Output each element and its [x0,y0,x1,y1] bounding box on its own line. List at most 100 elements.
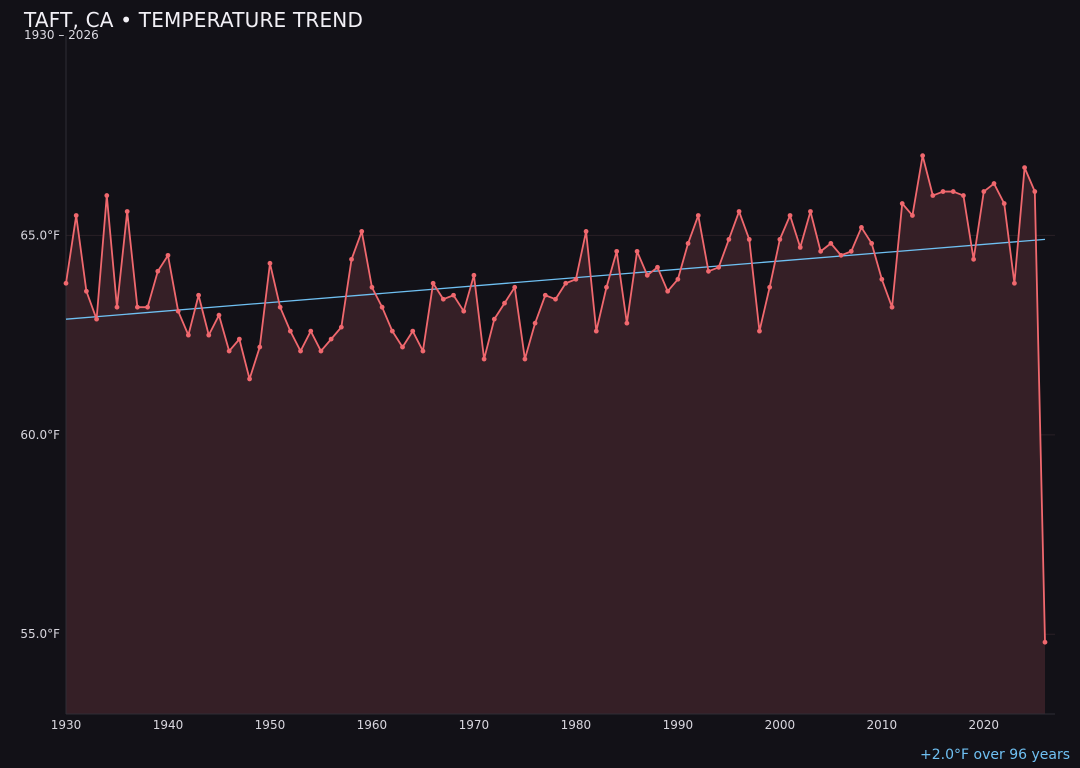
data-point-2002 [797,244,803,250]
data-point-1933 [94,316,99,322]
data-point-2016 [940,189,946,194]
data-point-1951 [277,304,283,310]
data-point-1957 [338,324,344,330]
data-point-1997 [746,237,752,242]
data-point-2003 [808,209,813,214]
data-point-1993 [706,268,711,274]
data-point-2017 [950,189,956,194]
data-point-1998 [757,328,762,334]
data-point-1958 [349,256,354,262]
data-point-1989 [665,288,671,294]
data-point-1945 [216,312,222,318]
x-tick-label-2010: 2010 [867,718,898,732]
data-point-1960 [369,284,375,290]
data-point-1985 [624,320,630,326]
data-point-1996 [736,209,742,214]
data-point-2010 [879,276,885,282]
chart-title: TAFT, CA • TEMPERATURE TREND [24,8,364,32]
data-point-1936 [124,209,130,214]
data-point-1988 [655,264,660,270]
data-point-1950 [267,260,273,266]
trend-line [65,238,1046,320]
data-point-2026 [1042,639,1048,645]
data-point-1935 [114,304,120,310]
data-point-1995 [726,237,732,242]
temperature-area-fill [66,155,1045,714]
data-point-1941 [175,308,181,314]
data-point-2008 [859,225,864,230]
data-point-1939 [155,268,161,274]
data-point-2022 [1001,201,1007,206]
data-point-1994 [716,264,722,270]
data-point-1954 [308,328,314,334]
data-point-2013 [910,213,915,218]
trend-annotation: +2.0°F over 96 years [920,747,1070,763]
data-point-1990 [675,276,681,282]
x-tick-label-1970: 1970 [459,718,490,732]
data-point-2015 [930,193,936,198]
data-point-1971 [481,356,487,362]
data-point-2004 [818,248,824,254]
data-point-1980 [573,276,579,282]
data-point-2012 [899,201,905,206]
data-point-1931 [73,213,79,218]
data-point-1946 [226,348,232,354]
y-tick-label-55: 55.0°F [20,627,60,641]
data-point-1932 [84,288,89,294]
data-point-2025 [1032,189,1038,194]
data-point-1978 [553,296,558,302]
data-point-1952 [287,328,293,334]
data-point-2005 [828,240,834,246]
data-point-1955 [318,348,324,354]
data-point-2021 [991,181,997,186]
x-tick-label-1950: 1950 [255,718,286,732]
data-point-1967 [440,296,446,302]
data-point-1956 [328,336,334,342]
data-point-1930 [63,280,69,286]
data-point-2014 [920,153,926,159]
y-tick-label-65: 65.0°F [20,228,60,242]
data-point-1973 [502,300,507,306]
data-point-1949 [257,344,263,350]
data-point-2000 [777,237,783,242]
data-point-1970 [471,272,477,278]
data-point-1976 [532,320,538,326]
data-point-1982 [593,328,599,334]
data-point-2020 [981,189,987,194]
x-tick-label-1930: 1930 [51,718,82,732]
data-point-1947 [236,336,242,342]
data-point-1983 [604,284,609,290]
data-point-1948 [247,376,252,382]
data-point-1987 [644,272,650,278]
data-point-2019 [971,256,977,262]
data-point-2023 [1012,280,1017,286]
data-point-1992 [695,213,701,218]
data-point-1975 [522,356,528,362]
y-axis-tick-labels: 55.0°F 60.0°F 65.0°F [20,228,60,641]
data-point-2006 [838,252,844,258]
data-point-1984 [614,248,620,254]
data-point-1991 [685,240,691,246]
data-point-1943 [196,292,201,298]
data-point-1977 [542,292,548,298]
data-point-1944 [206,332,212,338]
data-point-2009 [869,240,875,246]
x-axis-tick-labels: 1930 1940 1950 1960 1970 1980 1990 2000 2010 2020 [51,718,999,732]
data-point-2024 [1022,165,1027,171]
temperature-points [63,153,1048,645]
y-tick-label-60: 60.0°F [20,428,60,442]
data-point-2007 [848,248,854,254]
data-point-1942 [185,332,191,338]
x-tick-label-1980: 1980 [561,718,592,732]
data-point-1986 [634,248,640,254]
data-point-1979 [563,280,569,286]
data-point-1963 [400,344,405,350]
data-point-1966 [430,280,436,286]
data-point-1972 [491,316,497,322]
data-point-1953 [298,348,303,354]
x-tick-label-2020: 2020 [969,718,1000,732]
data-point-1961 [379,304,385,310]
data-point-2011 [889,304,895,310]
